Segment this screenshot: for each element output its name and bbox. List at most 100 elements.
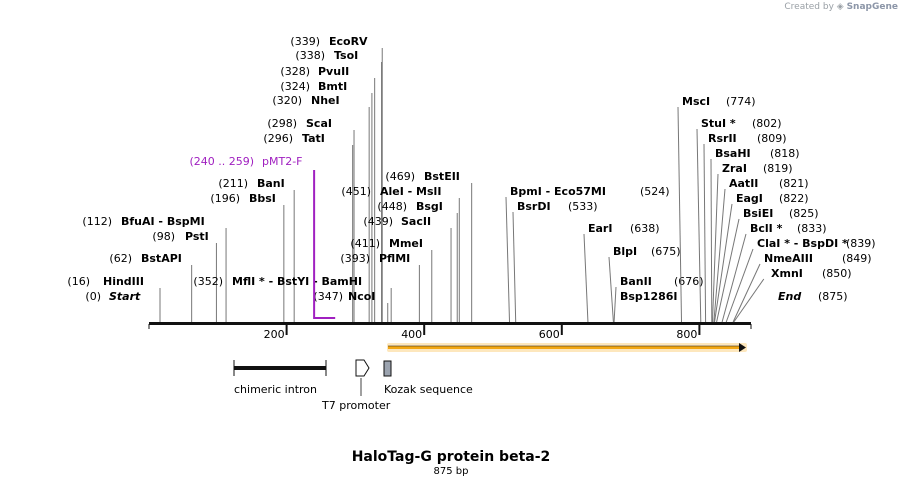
start-position: (0)	[85, 290, 101, 303]
cut-site-position: (62)	[109, 252, 132, 265]
primer-range: (240 .. 259)	[189, 155, 254, 168]
cut-site-label: EagI	[736, 192, 763, 205]
cut-site-position: (822)	[779, 192, 809, 205]
cut-site-label: EcoRV	[329, 35, 368, 48]
cut-site-label: PflMI	[379, 252, 410, 265]
cut-site-label: ClaI * - BspDI *	[757, 237, 848, 250]
cut-site-position: (802)	[752, 117, 782, 130]
cut-site-label: BmtI	[318, 80, 347, 93]
cut-site-label: PstI	[185, 230, 209, 243]
cut-site-position: (339)	[290, 35, 320, 48]
cut-site-position: (533)	[568, 200, 598, 213]
cut-site-position: (211)	[218, 177, 248, 190]
cut-site-label: PvuII	[318, 65, 349, 78]
cut-site-position: (298)	[267, 117, 297, 130]
cut-site-position: (16)	[67, 275, 90, 288]
cut-site-label: ZraI	[722, 162, 747, 175]
cut-site-label: Bsp1286I	[620, 290, 678, 303]
cut-site-position: (196)	[210, 192, 240, 205]
cut-site-position: (850)	[822, 267, 852, 280]
cut-site-label: BbsI	[249, 192, 276, 205]
cut-site-position: (849)	[842, 252, 872, 265]
cut-site-line	[696, 128, 702, 323]
cut-site-line	[721, 233, 747, 323]
cut-site-line	[608, 256, 614, 323]
credit-brand: SnapGene	[846, 2, 898, 12]
cut-site-label: TatI	[302, 132, 325, 145]
cut-site-position: (524)	[640, 185, 670, 198]
cut-site-label: AatII	[729, 177, 758, 190]
intron-bar	[234, 366, 326, 370]
cut-site-line	[733, 278, 765, 323]
cut-site-position: (320)	[272, 94, 302, 107]
cut-site-position: (774)	[726, 95, 756, 108]
cut-site-label: BsiEI	[743, 207, 773, 220]
cut-site-position: (809)	[757, 132, 787, 145]
orf-arrowhead	[739, 343, 746, 352]
cut-site-line	[725, 248, 754, 323]
cut-site-position: (352)	[193, 275, 223, 288]
promoter-arrow	[355, 359, 370, 377]
cut-site-position: (839)	[846, 237, 876, 250]
cut-site-line	[677, 106, 683, 323]
ruler-tick-label: 400	[401, 328, 422, 341]
cut-site-label: MscI	[682, 95, 710, 108]
backbone	[149, 322, 751, 325]
cut-site-position: (819)	[763, 162, 793, 175]
kozak-box	[383, 360, 392, 377]
cut-site-position: (439)	[363, 215, 393, 228]
cut-site-position: (411)	[350, 237, 380, 250]
cut-site-position: (324)	[280, 80, 310, 93]
end-position: (875)	[818, 290, 848, 303]
cut-site-label: NheI	[311, 94, 340, 107]
cut-site-label: BsrDI	[517, 200, 551, 213]
ruler-tick-label: 200	[264, 328, 285, 341]
cut-site-label: BsaHI	[715, 147, 751, 160]
cut-site-line	[711, 173, 719, 323]
cut-site-position: (825)	[789, 207, 819, 220]
feature-label-intron: chimeric intron	[234, 383, 317, 396]
cut-site-position: (296)	[263, 132, 293, 145]
primer-arrow	[313, 170, 336, 319]
end-label: End	[778, 290, 801, 303]
cut-site-line	[713, 188, 726, 323]
cut-site-label: BclI *	[750, 222, 783, 235]
cut-site-label: AleI - MslI	[380, 185, 441, 198]
cut-site-line	[512, 211, 517, 323]
cut-site-label: BsgI	[416, 200, 443, 213]
cut-site-line	[613, 286, 617, 323]
ruler-tick-label: 600	[539, 328, 560, 341]
cut-site-label: MflI * - BstYI - BamHI	[232, 275, 362, 288]
cut-site-label: BpmI - Eco57MI	[510, 185, 606, 198]
cut-site-position: (98)	[152, 230, 175, 243]
cut-site-label: EarI	[588, 222, 612, 235]
feature-label-promoter: T7 promoter	[321, 399, 391, 412]
cut-site-position: (469)	[385, 170, 415, 183]
cut-site-position: (393)	[340, 252, 370, 265]
start-label: Start	[109, 290, 141, 303]
cut-site-position: (675)	[651, 245, 681, 258]
cut-site-position: (338)	[295, 49, 325, 62]
cut-site-line	[716, 218, 740, 323]
cut-site-position: (818)	[770, 147, 800, 160]
cut-site-label: BlpI	[613, 245, 637, 258]
cut-site-label: BstAPI	[141, 252, 182, 265]
cut-site-label: StuI *	[701, 117, 736, 130]
cut-site-line	[710, 158, 713, 323]
cut-site-line	[732, 263, 761, 323]
cut-site-label: MmeI	[389, 237, 423, 250]
cut-site-label: NcoI	[348, 290, 375, 303]
feature-label-kozak: Kozak sequence	[384, 383, 473, 396]
cut-site-label: RsrII	[708, 132, 737, 145]
cut-site-position: (451)	[341, 185, 371, 198]
cut-site-position: (328)	[280, 65, 310, 78]
cut-site-line	[505, 196, 511, 323]
cut-site-line	[714, 203, 733, 323]
map-length: 875 bp	[434, 466, 469, 477]
cut-site-label: ScaI	[306, 117, 332, 130]
ruler-tick-label: 800	[676, 328, 697, 341]
cut-site-position: (821)	[779, 177, 809, 190]
cut-site-label: XmnI	[771, 267, 803, 280]
cut-site-position: (638)	[630, 222, 660, 235]
